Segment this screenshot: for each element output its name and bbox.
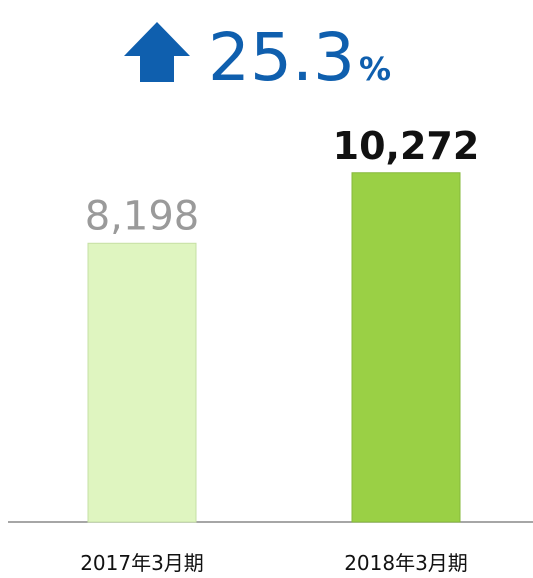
headline-value: 25.3 — [208, 19, 355, 96]
x-tick-label: 2017年3月期 — [80, 551, 204, 575]
value-label: 10,272 — [333, 124, 480, 168]
headline: 25.3% — [208, 19, 391, 96]
value-label: 8,198 — [85, 193, 200, 239]
bar — [351, 172, 461, 523]
x-tick-label: 2018年3月期 — [344, 551, 468, 575]
headline-suffix: % — [359, 50, 391, 88]
bar — [87, 242, 197, 523]
up-arrow — [124, 22, 190, 82]
